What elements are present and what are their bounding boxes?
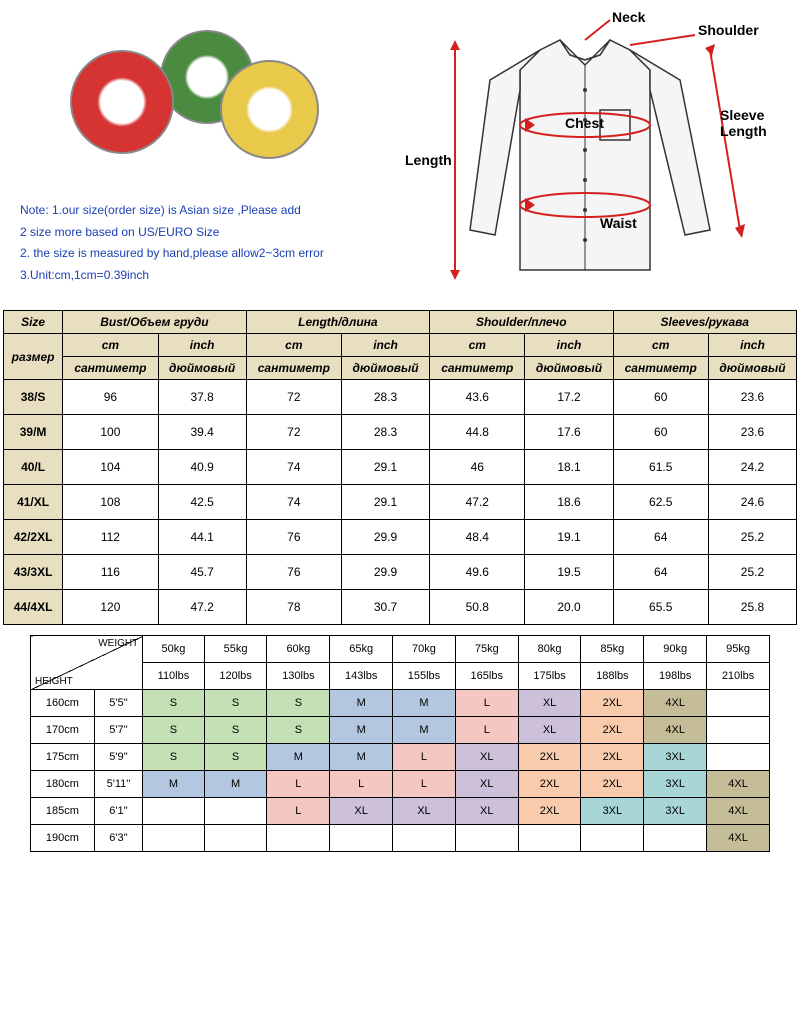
tape-red-icon: [70, 50, 174, 154]
note-line: 3.Unit:cm,1cm=0.39inch: [20, 265, 380, 287]
note-line: Note: 1.our size(order size) is Asian si…: [20, 200, 380, 222]
table-row: 42/2XL11244.17629.948.419.16425.2: [4, 520, 797, 555]
top-section: Note: 1.our size(order size) is Asian si…: [0, 0, 800, 300]
table-row: 43/3XL11645.77629.949.619.56425.2: [4, 555, 797, 590]
razmer-header: размер: [4, 334, 63, 380]
tape-measure-illustration: [20, 10, 360, 190]
size-notes: Note: 1.our size(order size) is Asian si…: [20, 200, 380, 286]
table-row: 40/L10440.97429.14618.161.524.2: [4, 450, 797, 485]
length-header: Length/длина: [246, 311, 429, 334]
table-row: 44/4XL12047.27830.750.820.065.525.8: [4, 590, 797, 625]
waist-label: Waist: [600, 215, 637, 231]
bust-header: Bust/Объем груди: [63, 311, 246, 334]
table-row: 185cm6'1''LXLXLXL2XL3XL3XL4XL: [31, 798, 770, 825]
height-weight-table: WEIGHT HEIGHT 50kg55kg60kg65kg70kg 75kg8…: [30, 635, 770, 852]
note-line: 2 size more based on US/EURO Size: [20, 222, 380, 244]
table-row: 41/XL10842.57429.147.218.662.524.6: [4, 485, 797, 520]
note-line: 2. the size is measured by hand,please a…: [20, 243, 380, 265]
table-row: 180cm5'11''MMLLLXL2XL2XL3XL4XL: [31, 771, 770, 798]
table-row: 160cm5'5''SSSMMLXL2XL4XL: [31, 690, 770, 717]
length-label: Length: [405, 152, 452, 168]
table-row: 38/S9637.87228.343.617.26023.6: [4, 380, 797, 415]
tape-yellow-icon: [220, 60, 319, 159]
diagonal-header: WEIGHT HEIGHT: [31, 636, 143, 690]
table-row: 39/M10039.47228.344.817.66023.6: [4, 415, 797, 450]
table-row: 190cm6'3''4XL: [31, 825, 770, 852]
sleeve-label: SleeveLength: [720, 107, 767, 139]
table-row: 170cm5'7''SSSMMLXL2XL4XL: [31, 717, 770, 744]
chest-label: Chest: [565, 115, 604, 131]
shoulder-label: Shoulder: [698, 22, 759, 38]
size-header: Size: [4, 311, 63, 334]
shoulder-header: Shoulder/плечо: [430, 311, 613, 334]
table-row: 175cm5'9''SSMMLXL2XL2XL3XL: [31, 744, 770, 771]
left-column: Note: 1.our size(order size) is Asian si…: [20, 10, 380, 286]
shirt-measurement-diagram: Neck Shoulder Chest SleeveLength Length …: [400, 10, 780, 290]
size-chart-table: Size Bust/Объем груди Length/длина Shoul…: [3, 310, 797, 625]
neck-label: Neck: [612, 10, 646, 25]
sleeves-header: Sleeves/рукава: [613, 311, 797, 334]
